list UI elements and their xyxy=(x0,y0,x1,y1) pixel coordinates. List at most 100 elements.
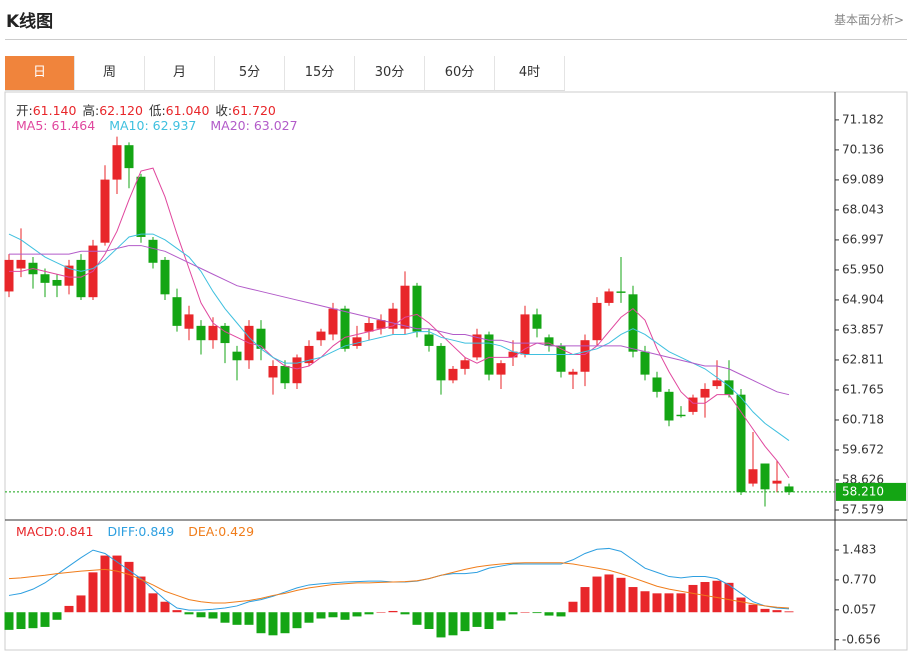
candle-body xyxy=(736,394,746,493)
quote-value: 62.120 xyxy=(99,103,143,118)
fundamental-link[interactable]: 基本面分析> xyxy=(833,13,904,27)
candle-body xyxy=(388,308,398,329)
candle-body xyxy=(220,325,230,344)
candle-body xyxy=(604,291,614,303)
macd-bar xyxy=(16,612,26,630)
y-tick-label: 68.043 xyxy=(842,202,884,216)
macd-bar xyxy=(316,612,326,619)
candle-body xyxy=(172,297,182,326)
candle-body xyxy=(232,351,242,361)
macd-bar xyxy=(364,612,374,615)
tab[interactable]: 5分 xyxy=(215,56,285,90)
candle-body xyxy=(616,291,626,293)
macd-bar xyxy=(772,610,782,613)
macd-bar xyxy=(244,612,254,625)
candle-body xyxy=(496,363,506,375)
candle-body xyxy=(52,279,62,286)
candle-body xyxy=(676,414,686,417)
y-tick-label: 70.136 xyxy=(842,142,884,156)
tab[interactable]: 4时 xyxy=(495,56,565,90)
current-price-label: 58.210 xyxy=(842,484,884,498)
tab[interactable]: 30分 xyxy=(355,56,425,90)
candle-body xyxy=(412,285,422,332)
macd-bar xyxy=(556,612,566,617)
candle-body xyxy=(628,294,638,352)
macd-bar xyxy=(520,612,530,613)
candle-body xyxy=(748,469,758,484)
candle-body xyxy=(460,360,470,369)
macd-legend-item: DEA:0.429 xyxy=(188,524,255,539)
macd-bar xyxy=(784,611,794,613)
macd-bar xyxy=(112,555,122,613)
macd-bar xyxy=(760,608,770,613)
candle-body xyxy=(664,391,674,421)
tab[interactable]: 15分 xyxy=(285,56,355,90)
candle-body xyxy=(16,259,26,269)
y-tick-label: 59.672 xyxy=(842,442,884,456)
candle-body xyxy=(448,368,458,381)
y-tick-label: 0.770 xyxy=(842,572,876,586)
macd-bar xyxy=(628,587,638,613)
ma-legend-item: MA20: 63.027 xyxy=(210,118,298,133)
candle-body xyxy=(712,380,722,387)
macd-bar xyxy=(508,612,518,615)
macd-bar xyxy=(652,593,662,613)
y-tick-label: 62.811 xyxy=(842,352,884,366)
candle-body xyxy=(4,259,14,292)
macd-line xyxy=(8,562,790,609)
tab[interactable]: 日 xyxy=(5,56,75,90)
macd-bar xyxy=(328,612,338,618)
tab[interactable]: 月 xyxy=(145,56,215,90)
candle-body xyxy=(196,325,206,341)
quote-value: 61.140 xyxy=(32,103,77,118)
macd-bar xyxy=(712,580,722,613)
y-tick-label: 64.904 xyxy=(842,292,884,306)
candle-body xyxy=(340,308,350,349)
candle-body xyxy=(316,331,326,341)
candle-body xyxy=(400,285,410,329)
macd-bar xyxy=(688,584,698,613)
macd-bar xyxy=(472,612,482,627)
tab[interactable]: 周 xyxy=(75,56,145,90)
macd-bar xyxy=(424,612,434,630)
macd-bar xyxy=(724,582,734,613)
macd-bar xyxy=(172,610,182,613)
tab[interactable]: 60分 xyxy=(425,56,495,90)
ma-legend-item: MA5: 61.464 xyxy=(16,118,96,133)
macd-bar xyxy=(748,604,758,613)
macd-bar xyxy=(400,612,410,615)
ma-line xyxy=(9,245,790,396)
quote-value: 61.720 xyxy=(232,103,276,118)
macd-bar xyxy=(436,612,446,638)
candle-body xyxy=(424,334,434,346)
candle-body xyxy=(100,179,110,243)
candle-body xyxy=(472,334,482,358)
current-price-box xyxy=(836,482,906,501)
quote-label: 收: xyxy=(215,103,233,118)
candle-body xyxy=(112,145,122,180)
quote-item: 低:61.040 xyxy=(149,103,209,118)
quote-item: 高:62.120 xyxy=(82,103,142,118)
candle-body xyxy=(40,274,50,283)
chart-frame xyxy=(4,91,908,651)
macd-bar xyxy=(664,593,674,613)
macd-bar xyxy=(604,574,614,613)
macd-bar xyxy=(184,612,194,615)
quote-row: 开:61.140 高:62.120 低:61.040 收:61.720 xyxy=(16,100,282,119)
candle-body xyxy=(160,259,170,295)
macd-bar xyxy=(412,612,422,625)
candle-body xyxy=(184,314,194,329)
macd-bar xyxy=(736,597,746,613)
macd-bar xyxy=(220,612,230,623)
macd-legend-item: DIFF:0.849 xyxy=(107,524,175,539)
tab-bar: 日周月 5分 15分 30分 60分 4时 xyxy=(5,56,565,91)
y-tick-label: -0.656 xyxy=(842,632,881,646)
macd-bar xyxy=(232,612,242,625)
candle-body xyxy=(556,345,566,372)
ma-legend-item: MA10: 62.937 xyxy=(109,118,197,133)
macd-legend-item: MACD:0.841 xyxy=(16,524,94,539)
candle-body xyxy=(136,176,146,237)
macd-bar xyxy=(268,612,278,636)
macd-bar xyxy=(256,612,266,634)
macd-bar xyxy=(40,612,50,627)
